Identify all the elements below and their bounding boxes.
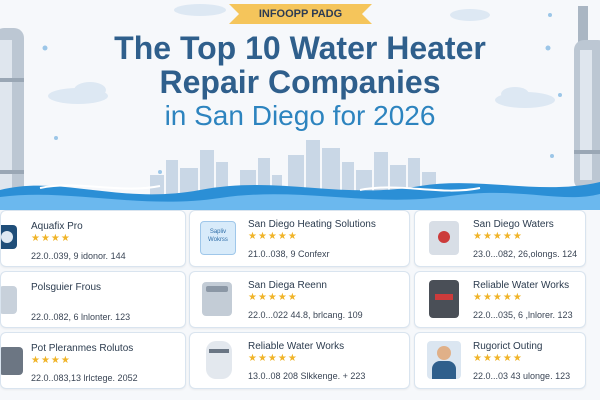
company-logo-icon: [429, 221, 459, 255]
company-grid: Aquafix Pro ★★★★ 22.0..039, 9 idonor. 14…: [0, 210, 600, 400]
banner-label: INFOOPP PADG: [229, 4, 372, 24]
company-card-1[interactable]: Aquafix Pro ★★★★ 22.0..039, 9 idonor. 14…: [0, 210, 186, 267]
company-logo-icon: [1, 286, 17, 314]
rating-stars: ★★★★★: [248, 292, 298, 303]
company-meta: 22.0...03 43 ulonge. 123: [473, 371, 571, 381]
rating-stars: ★★★★★: [473, 292, 523, 303]
title-line-3: in San Diego for 2026: [164, 100, 436, 131]
rating-stars: ★★★★: [31, 355, 71, 366]
water-heater-left-icon: [0, 28, 24, 198]
company-meta: 22.0..039, 9 idonor. 144: [31, 251, 126, 261]
company-name: Reliable Water Works: [248, 341, 345, 352]
technician-avatar: [427, 341, 461, 379]
company-logo-icon: Sapliv Wokrss: [200, 221, 236, 255]
company-meta: 13.0..08 208 Slkkenge. + 223: [248, 371, 366, 381]
company-card-3[interactable]: San Diego Waters ★★★★★ 23.0...082, 26,ol…: [414, 210, 586, 267]
rating-stars: ★★★★★: [248, 353, 298, 364]
logo-text: Sapliv Wokrss: [208, 229, 228, 243]
company-card-8[interactable]: Reliable Water Works ★★★★★ 13.0..08 208 …: [189, 332, 410, 389]
rating-stars: ★★★★: [31, 233, 71, 244]
company-name: San Diego Waters: [473, 219, 554, 230]
water-heater-right-icon: [574, 6, 600, 190]
company-card-2[interactable]: Sapliv Wokrss San Diego Heating Solution…: [189, 210, 410, 267]
company-name: San Diego Heating Solutions: [248, 219, 376, 230]
company-meta: 22.0..083,13 lrlctege. 2052: [31, 373, 138, 383]
company-card-4[interactable]: Polsguier Frous 22.0..082, 6 lnlonter. 1…: [0, 271, 186, 328]
company-name: Polsguier Frous: [31, 282, 102, 293]
company-meta: 21.0..038, 9 Confexr: [248, 249, 330, 259]
company-name: Reliable Water Works: [473, 280, 570, 291]
company-card-6[interactable]: Reliable Water Works ★★★★★ 22.0...035, 6…: [414, 271, 586, 328]
company-logo-icon: [206, 341, 232, 379]
company-meta: 22.0...022 44.8, brlcang. 109: [248, 310, 363, 320]
company-logo-icon: [1, 225, 17, 249]
title-line-2: Repair Companies: [159, 64, 441, 100]
rating-stars: ★★★★★: [473, 353, 523, 364]
company-logo-icon: [1, 347, 23, 375]
company-card-9[interactable]: Rugorict Outing ★★★★★ 22.0...03 43 ulong…: [414, 332, 586, 389]
company-name: Pot Pleranmes Rolutos: [31, 343, 134, 354]
company-card-5[interactable]: San Diega Reenn ★★★★★ 22.0...022 44.8, b…: [189, 271, 410, 328]
company-meta: 22.0..082, 6 lnlonter. 123: [31, 312, 131, 322]
company-name: San Diega Reenn: [248, 280, 327, 291]
company-name: Aquafix Pro: [31, 221, 83, 232]
company-logo-icon: [202, 282, 232, 316]
company-meta: 22.0...035, 6 ,lnlorer. 123: [473, 310, 573, 320]
header-illustration: [0, 4, 600, 210]
company-name: Rugorict Outing: [473, 341, 543, 352]
company-card-7[interactable]: Pot Pleranmes Rolutos ★★★★ 22.0..083,13 …: [0, 332, 186, 389]
page-title: The Top 10 Water Heater Repair Companies…: [0, 31, 600, 133]
title-line-1: The Top 10 Water Heater: [114, 30, 486, 66]
rating-stars: ★★★★★: [248, 231, 298, 242]
rating-stars: ★★★★★: [473, 231, 523, 242]
company-logo-icon: [429, 280, 459, 318]
company-meta: 23.0...082, 26,olongs. 124: [473, 249, 578, 259]
